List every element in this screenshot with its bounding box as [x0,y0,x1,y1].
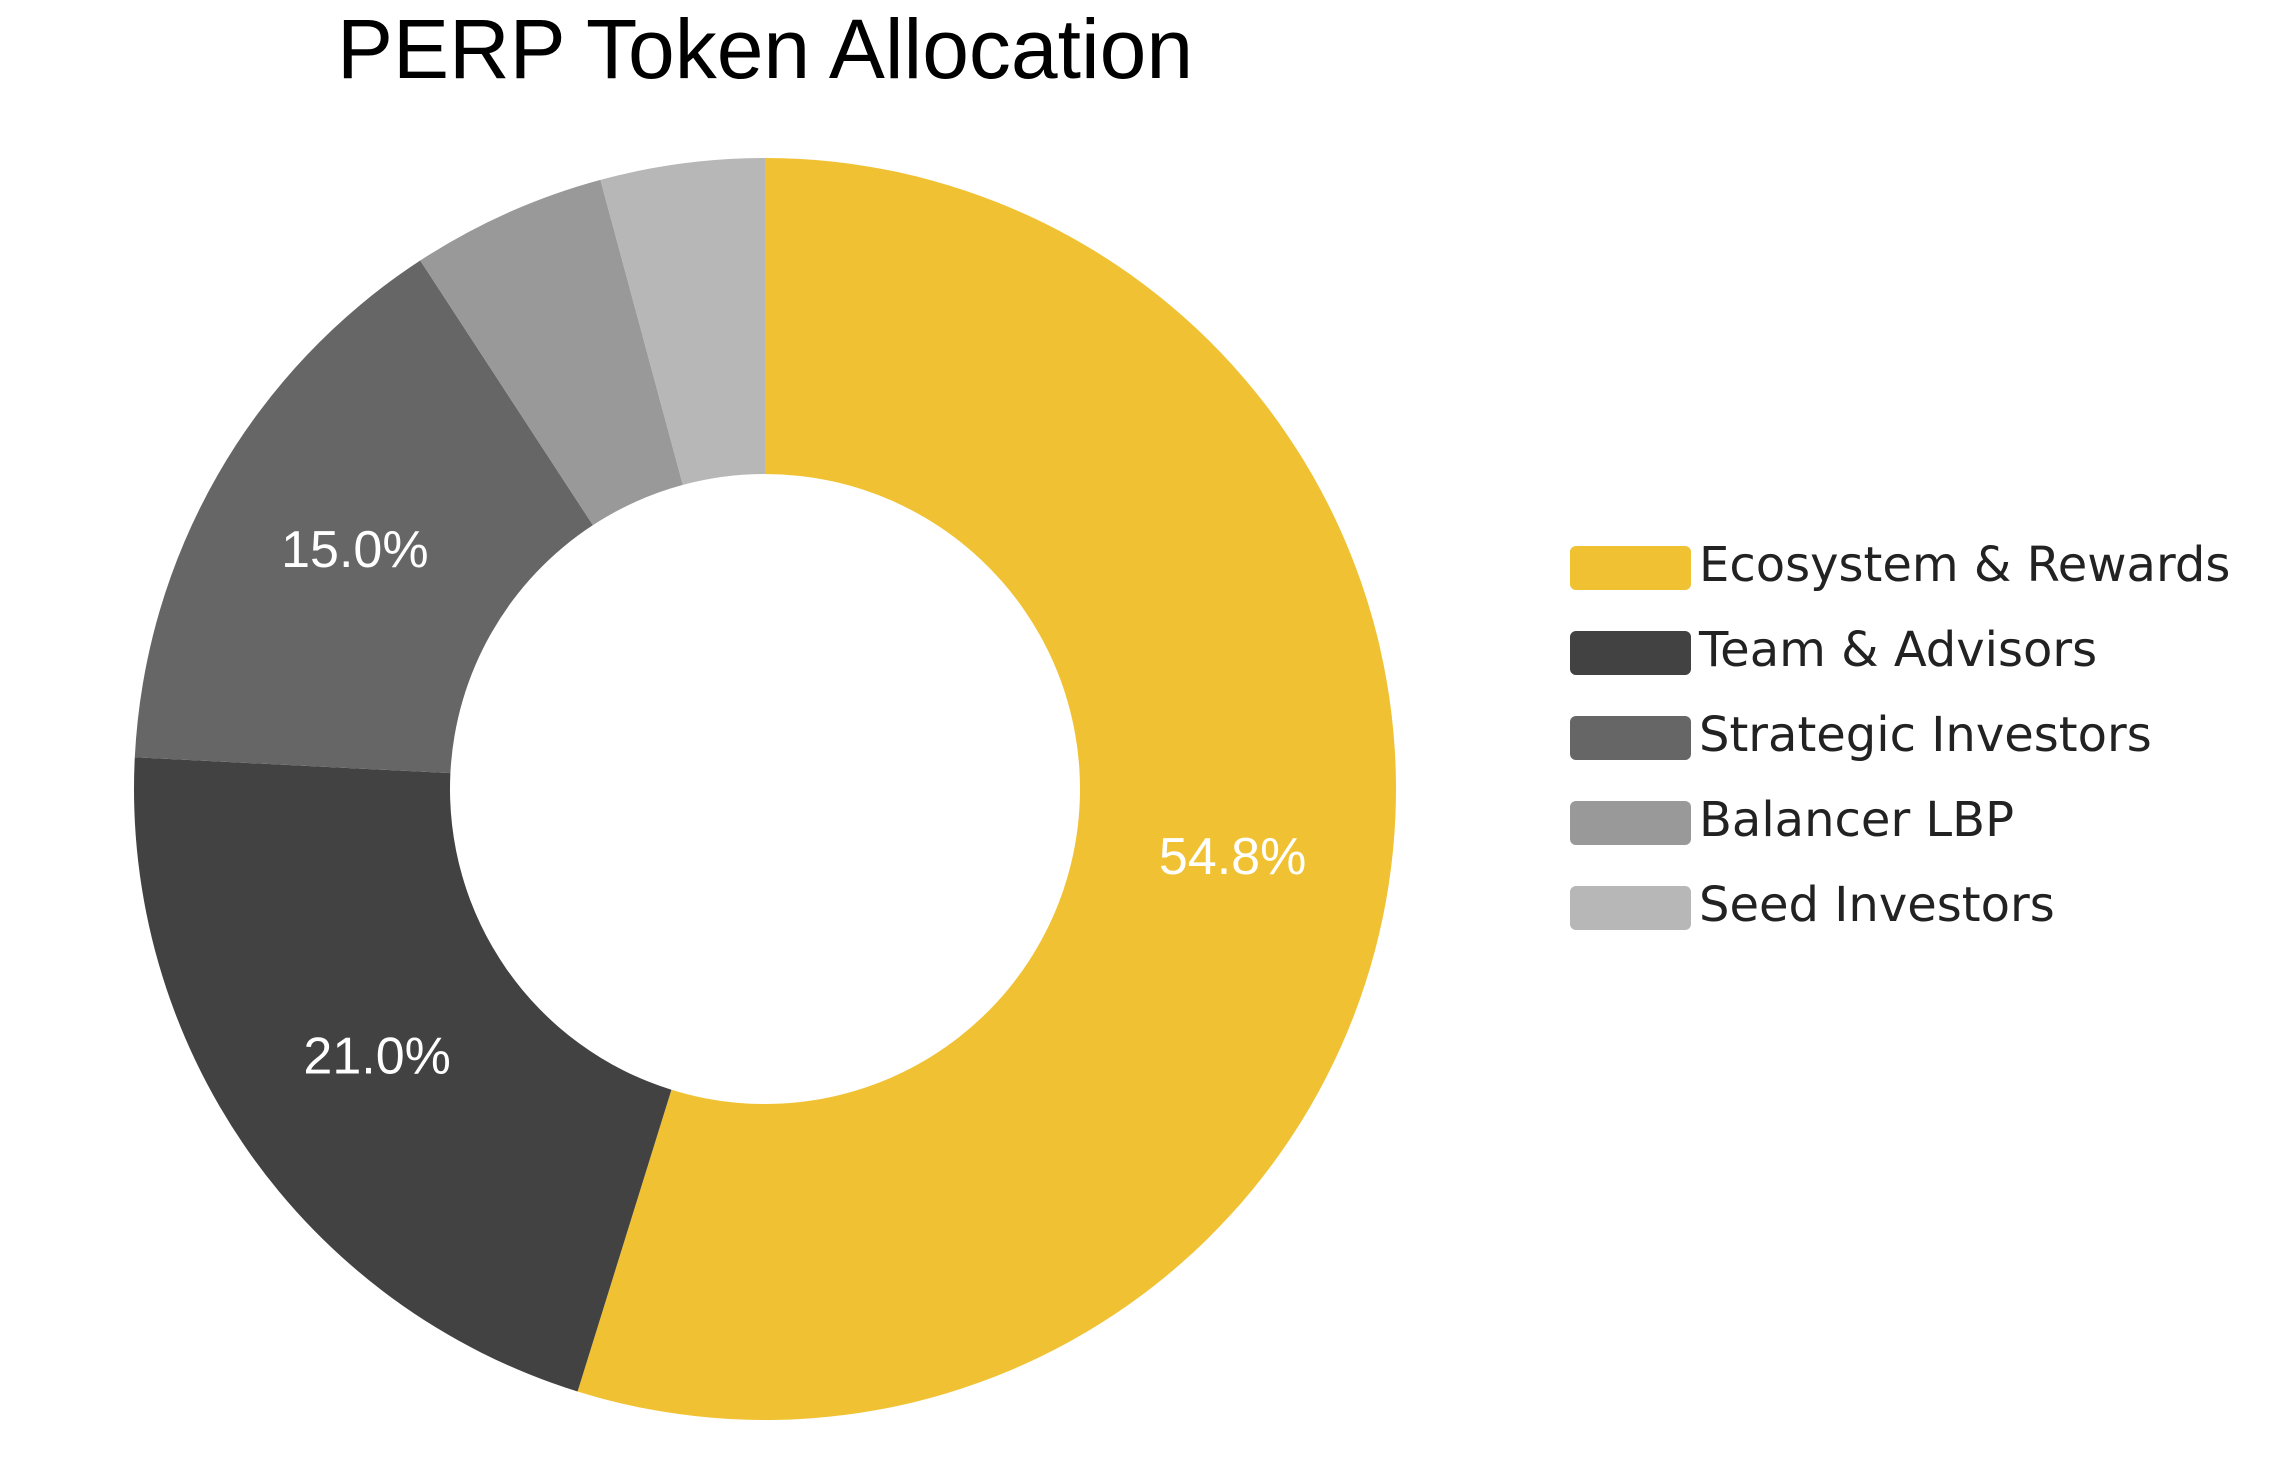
chart-title: PERP Token Allocation [337,2,1193,96]
legend-label: Seed Investors [1699,877,2055,933]
legend-label: Balancer LBP [1699,792,2014,848]
legend-swatch [1570,631,1691,675]
legend-label: Ecosystem & Rewards [1699,537,2230,593]
slice [577,158,1397,1421]
value-label: 54.8% [1159,828,1306,886]
slice [134,757,672,1392]
slice [134,260,593,774]
legend-swatch [1570,716,1691,760]
slice [600,158,765,485]
slice [420,179,683,526]
value-label: 21.0% [303,1027,450,1085]
legend-swatch [1570,801,1691,845]
legend-swatch [1570,546,1691,590]
legend-label: Team & Advisors [1698,622,2097,678]
value-label: 15.0% [281,521,428,579]
legend-label: Strategic Investors [1699,707,2152,763]
legend-swatch [1570,886,1691,930]
